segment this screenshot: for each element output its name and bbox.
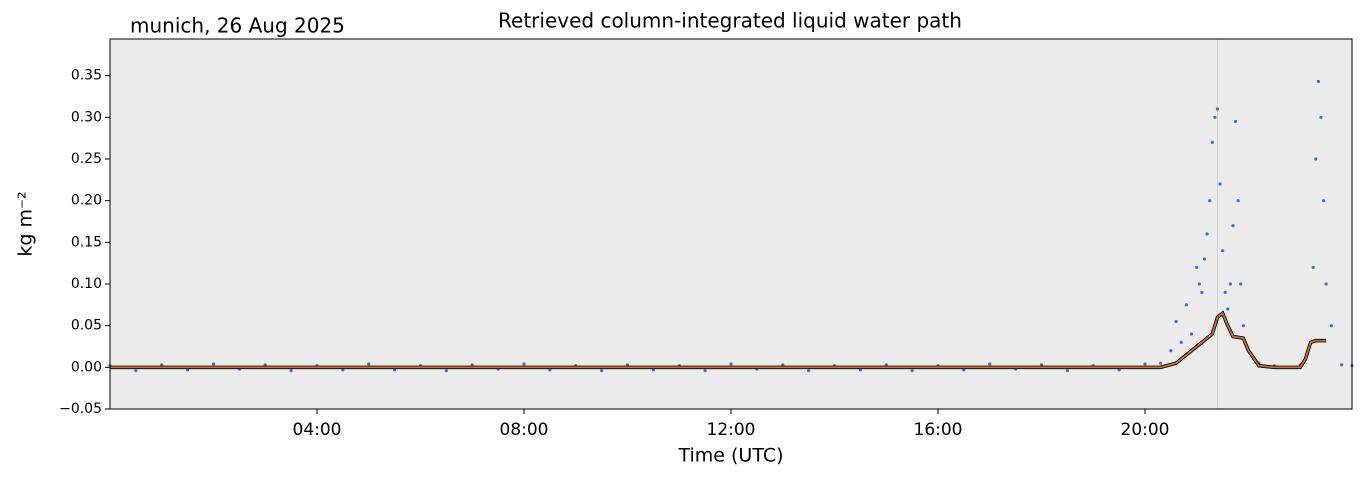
data-point bbox=[1189, 332, 1194, 336]
data-point bbox=[1065, 369, 1069, 373]
data-point bbox=[1228, 282, 1232, 286]
x-tick-label: 04:00 bbox=[293, 420, 342, 440]
data-point bbox=[1179, 340, 1183, 344]
data-point bbox=[1158, 361, 1163, 365]
plot-area bbox=[110, 39, 1352, 409]
data-point bbox=[1226, 307, 1230, 311]
plot-frame bbox=[109, 38, 1353, 410]
y-axis-label: kg m⁻² bbox=[15, 191, 37, 256]
data-point bbox=[988, 362, 992, 366]
data-point bbox=[1319, 115, 1323, 119]
x-tick-label: 20:00 bbox=[1121, 420, 1170, 440]
data-point bbox=[367, 362, 371, 366]
data-point bbox=[1311, 265, 1315, 269]
data-point bbox=[1195, 265, 1199, 269]
chart-title: Retrieved column-integrated liquid water… bbox=[498, 9, 962, 33]
data-point bbox=[1329, 324, 1333, 328]
data-point bbox=[1174, 319, 1178, 324]
data-point bbox=[1143, 362, 1147, 366]
data-point bbox=[729, 362, 733, 366]
x-tick-label: 12:00 bbox=[707, 420, 756, 440]
data-point bbox=[1239, 282, 1243, 286]
data-point bbox=[1236, 199, 1240, 203]
data-point bbox=[1321, 199, 1326, 203]
data-point bbox=[910, 369, 914, 373]
x-axis-label: Time (UTC) bbox=[677, 445, 783, 467]
data-point bbox=[1184, 303, 1188, 307]
data-point bbox=[1231, 224, 1235, 228]
y-tick-label: 0.10 bbox=[71, 276, 102, 292]
data-point bbox=[600, 369, 604, 373]
data-point bbox=[1241, 324, 1245, 328]
data-point bbox=[1215, 107, 1220, 111]
y-tick-label: −0.05 bbox=[59, 401, 102, 417]
data-point bbox=[703, 369, 707, 373]
data-point bbox=[1169, 349, 1173, 353]
y-tick-label: 0.30 bbox=[71, 109, 102, 125]
data-point bbox=[1223, 290, 1227, 294]
data-point bbox=[1213, 115, 1217, 119]
x-tick-label: 08:00 bbox=[500, 420, 549, 440]
data-point bbox=[1197, 282, 1201, 286]
x-tick-label: 16:00 bbox=[914, 420, 963, 440]
data-point bbox=[1314, 157, 1318, 161]
y-tick-label: 0.00 bbox=[71, 359, 102, 375]
data-point bbox=[1200, 290, 1204, 294]
y-tick-label: 0.15 bbox=[71, 234, 102, 250]
data-point bbox=[1205, 232, 1209, 236]
data-point bbox=[289, 369, 293, 373]
data-point bbox=[211, 362, 216, 366]
data-point bbox=[522, 362, 526, 366]
y-tick-label: 0.25 bbox=[71, 151, 102, 167]
data-point bbox=[1316, 79, 1320, 84]
data-point bbox=[1218, 182, 1222, 186]
y-tick-label: 0.35 bbox=[71, 68, 102, 84]
y-tick-label: 0.05 bbox=[71, 318, 102, 334]
y-tick-label: 0.20 bbox=[71, 193, 102, 209]
subtitle: munich, 26 Aug 2025 bbox=[130, 14, 345, 38]
data-point bbox=[807, 369, 811, 373]
data-line bbox=[110, 311, 1327, 369]
data-point bbox=[1324, 282, 1328, 286]
data-point bbox=[1210, 140, 1214, 144]
data-point bbox=[1233, 119, 1238, 124]
data-point bbox=[134, 369, 138, 373]
data-point bbox=[444, 369, 448, 373]
data-point bbox=[1208, 199, 1212, 203]
data-point bbox=[1202, 257, 1207, 261]
data-point bbox=[1340, 363, 1344, 367]
data-point bbox=[1221, 249, 1225, 253]
